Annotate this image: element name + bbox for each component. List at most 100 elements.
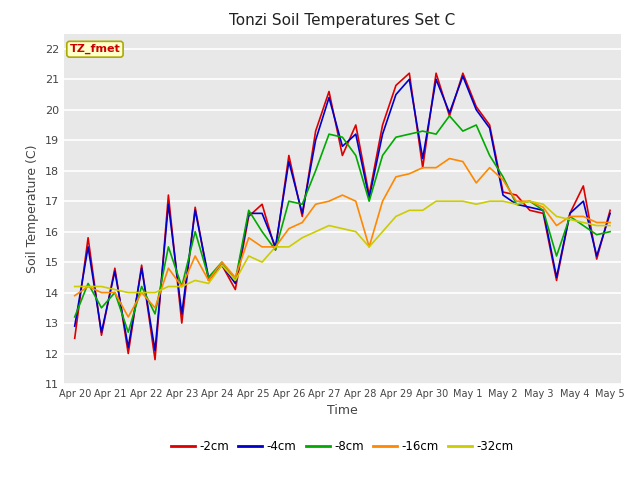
-8cm (138, 284, 145, 289)
-4cm (71, 323, 79, 329)
-32cm (205, 281, 212, 287)
-8cm (553, 253, 561, 259)
-2cm (459, 71, 467, 76)
-16cm (84, 284, 92, 289)
-2cm (392, 83, 400, 88)
-4cm (178, 311, 186, 317)
-2cm (151, 357, 159, 362)
-8cm (191, 229, 199, 235)
-4cm (232, 281, 239, 287)
-32cm (285, 244, 292, 250)
-16cm (124, 314, 132, 320)
Line: -32cm: -32cm (75, 201, 610, 293)
-2cm (325, 89, 333, 95)
Line: -8cm: -8cm (75, 116, 610, 332)
-32cm (606, 223, 614, 228)
Title: Tonzi Soil Temperatures Set C: Tonzi Soil Temperatures Set C (229, 13, 456, 28)
-2cm (178, 320, 186, 326)
-2cm (472, 104, 480, 109)
-8cm (593, 232, 600, 238)
-32cm (406, 207, 413, 213)
-4cm (84, 244, 92, 250)
-32cm (245, 253, 253, 259)
-4cm (365, 195, 373, 201)
-16cm (71, 293, 79, 299)
-2cm (606, 207, 614, 213)
-8cm (298, 201, 306, 207)
-16cm (606, 220, 614, 226)
-16cm (218, 259, 226, 265)
-16cm (526, 198, 534, 204)
-2cm (245, 214, 253, 219)
-2cm (379, 122, 387, 128)
-32cm (459, 198, 467, 204)
-4cm (379, 131, 387, 137)
-4cm (540, 207, 547, 213)
-8cm (392, 134, 400, 140)
-32cm (445, 198, 453, 204)
-8cm (499, 174, 507, 180)
-32cm (486, 198, 493, 204)
-16cm (499, 177, 507, 183)
-4cm (445, 110, 453, 116)
-32cm (98, 284, 106, 289)
-32cm (566, 216, 574, 222)
-4cm (285, 159, 292, 165)
-8cm (98, 305, 106, 311)
-16cm (540, 204, 547, 210)
-32cm (218, 262, 226, 268)
-32cm (553, 214, 561, 219)
-8cm (164, 244, 172, 250)
-8cm (459, 128, 467, 134)
-2cm (406, 71, 413, 76)
-16cm (325, 198, 333, 204)
-32cm (379, 229, 387, 235)
-2cm (191, 204, 199, 210)
-8cm (124, 329, 132, 335)
-4cm (339, 144, 346, 149)
-4cm (419, 156, 426, 161)
-4cm (406, 76, 413, 82)
-32cm (164, 284, 172, 289)
-4cm (432, 76, 440, 82)
-8cm (325, 131, 333, 137)
X-axis label: Time: Time (327, 405, 358, 418)
-32cm (499, 198, 507, 204)
-4cm (151, 348, 159, 353)
-2cm (352, 122, 360, 128)
-8cm (365, 198, 373, 204)
-4cm (579, 198, 587, 204)
-8cm (232, 277, 239, 283)
-16cm (432, 165, 440, 170)
-2cm (218, 262, 226, 268)
-4cm (259, 211, 266, 216)
-32cm (71, 284, 79, 289)
-16cm (566, 214, 574, 219)
-8cm (111, 290, 118, 296)
-4cm (245, 211, 253, 216)
-4cm (566, 211, 574, 216)
-32cm (259, 259, 266, 265)
-2cm (232, 287, 239, 292)
-32cm (593, 223, 600, 228)
-8cm (205, 275, 212, 280)
-8cm (312, 168, 319, 174)
-8cm (513, 201, 520, 207)
Y-axis label: Soil Temperature (C): Soil Temperature (C) (26, 144, 39, 273)
-8cm (71, 314, 79, 320)
-8cm (486, 153, 493, 158)
-32cm (579, 220, 587, 226)
-2cm (553, 277, 561, 283)
-32cm (232, 277, 239, 283)
-16cm (579, 214, 587, 219)
-4cm (459, 73, 467, 79)
-16cm (178, 284, 186, 289)
-4cm (486, 125, 493, 131)
-16cm (486, 165, 493, 170)
-16cm (259, 244, 266, 250)
-2cm (419, 165, 426, 170)
-16cm (406, 171, 413, 177)
-2cm (205, 277, 212, 283)
-8cm (178, 284, 186, 289)
Line: -16cm: -16cm (75, 158, 610, 317)
